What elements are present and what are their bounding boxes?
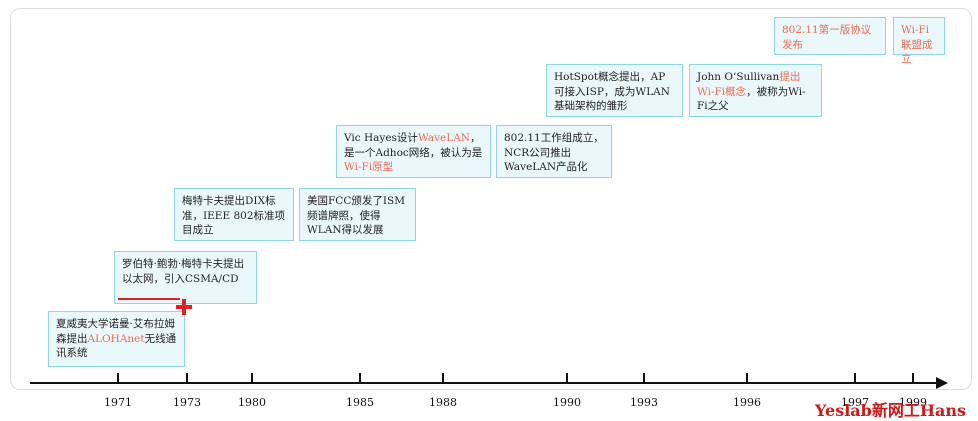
year-label-1996: 1996 [733,396,761,409]
tick-1999 [912,373,914,383]
year-label-1990: 1990 [553,396,581,409]
event-text: John O‘Sullivan [697,71,780,83]
year-label-1997: 1997 [841,396,869,409]
event-text: ，是一个Adhoc网络，被认为是 [344,132,483,159]
timeline-arrow-icon [936,377,948,389]
year-label-1980: 1980 [238,396,266,409]
event-text: 罗伯特·鲍勃·梅特卡夫提出以太网，引入CSMA/CD [122,258,245,285]
year-label-1999: 1999 [899,396,927,409]
highlighted-text: 提出Wi-Fi概念 [697,71,801,98]
event-box-1997: 802.11第一版协议发布 [774,17,886,55]
event-text: 802.11工作组成立，NCR公司推出WaveLAN产品化 [504,132,604,173]
highlighted-text: ALOHAnet [87,332,145,345]
tick-1993 [643,373,645,383]
event-box-1973: 罗伯特·鲍勃·梅特卡夫提出以太网，引入CSMA/CD [114,251,257,304]
red-cross-marker-vertical [182,299,186,315]
highlighted-text: Wi-Fi原型 [344,161,394,173]
year-label-1993: 1993 [630,396,658,409]
event-box-1996: John O‘Sullivan提出Wi-Fi概念，被称为Wi-Fi之父 [689,64,822,117]
tick-1973 [186,373,188,383]
highlighted-text: Wi-Fi联盟成立 [901,24,933,65]
year-label-1971: 1971 [104,396,132,409]
event-text: 无线通讯系统 [56,332,177,360]
tick-1985 [359,373,361,383]
event-box-1999: Wi-Fi联盟成立 [893,17,945,65]
event-text: ，被称为Wi-Fi之父 [697,85,806,113]
event-box-1985-wavelan: Vic Hayes设计WaveLAN，是一个Adhoc网络，被认为是 Wi-Fi原… [336,125,491,178]
year-label-1988: 1988 [429,396,457,409]
event-box-1971: 夏威夷大学诺曼·艾布拉姆森提出ALOHAnet无线通讯系统 [48,311,185,367]
event-box-1993: HotSpot概念提出，AP可接入ISP，成为WLAN基础架构的雏形 [546,64,683,117]
event-text: 美国FCC颁发了ISM频谱牌照，使得WLAN得以发展 [307,195,405,236]
event-box-1990: 802.11工作组成立，NCR公司推出WaveLAN产品化 [496,125,612,178]
watermark-text: Yeslab新网工Hans [815,401,966,420]
event-text: HotSpot概念提出，AP可接入ISP，成为WLAN基础架构的雏形 [554,71,670,112]
highlighted-text: WaveLAN [417,132,470,144]
tick-1997 [854,373,856,383]
event-text: 夏威夷大学诺曼·艾布拉姆森提出 [56,318,175,345]
red-underline [118,298,180,300]
event-text: Vic Hayes设计 [344,132,418,144]
tick-1980 [251,373,253,383]
tick-1971 [117,373,119,383]
event-box-1980: 梅特卡夫提出DIX标准，IEEE 802标准项目成立 [174,188,294,241]
timeline-axis [30,382,938,384]
event-box-1985-fcc: 美国FCC颁发了ISM频谱牌照，使得WLAN得以发展 [299,188,416,241]
highlighted-text: 802.11第一版协议发布 [782,24,872,51]
tick-1996 [746,373,748,383]
event-text: 梅特卡夫提出DIX标准，IEEE 802标准项目成立 [182,195,286,236]
tick-1990 [566,373,568,383]
tick-1988 [442,373,444,383]
year-label-1973: 1973 [173,396,201,409]
year-label-1985: 1985 [346,396,374,409]
